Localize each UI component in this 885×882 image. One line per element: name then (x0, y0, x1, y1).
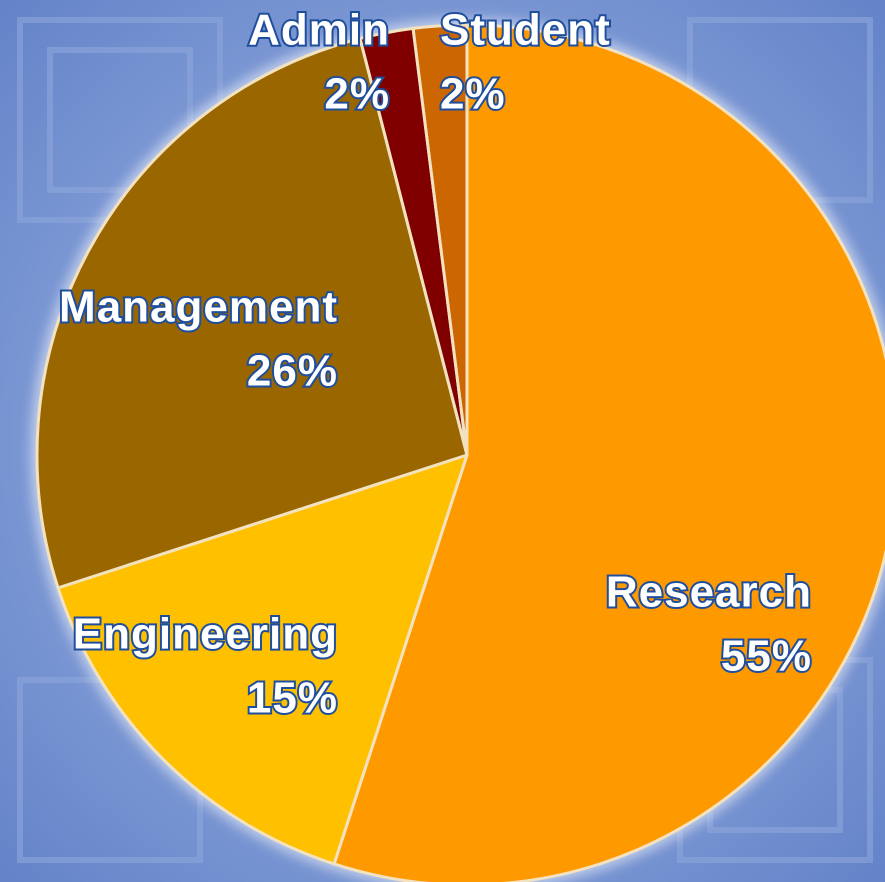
slice-label: Student (440, 6, 611, 55)
slices (37, 25, 885, 882)
slice-value-label: 15% (247, 674, 338, 723)
slice-label: Research (606, 568, 812, 617)
slice-value-label: 2% (324, 70, 390, 119)
slice-value-label: 2% (440, 70, 506, 119)
chart: Research 55% Engineering 15% Management 26% Ad… (0, 0, 885, 882)
slice-label: Admin (248, 6, 390, 55)
slice-label: Engineering (73, 610, 338, 659)
slice-value-label: 55% (721, 632, 812, 681)
slice-label: Management (59, 283, 338, 332)
slice-value-label: 26% (247, 347, 338, 396)
